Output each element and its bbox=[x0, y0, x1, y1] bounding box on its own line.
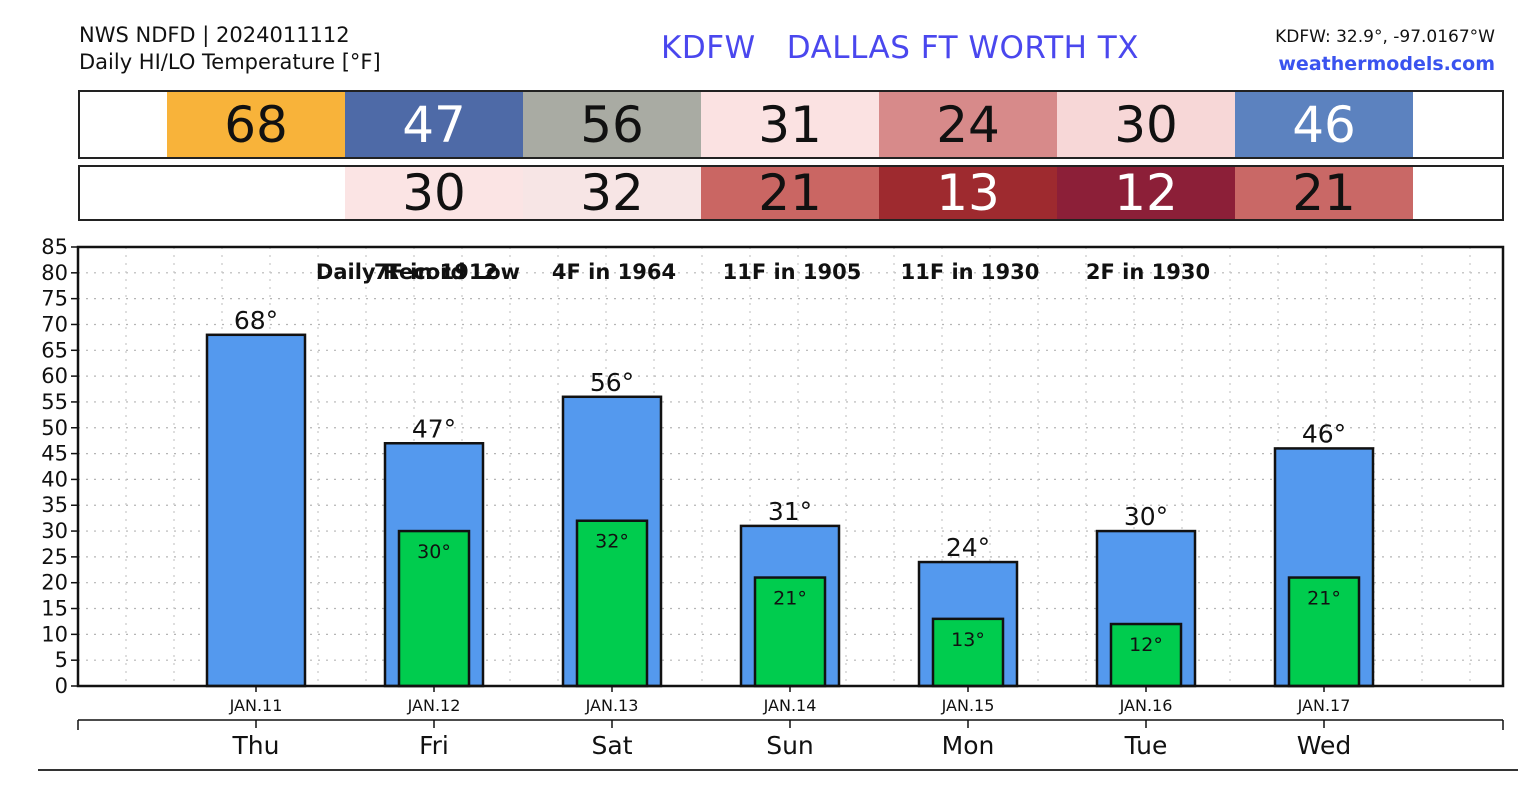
date-label: JAN.11 bbox=[229, 696, 283, 715]
low-bar bbox=[575, 519, 649, 688]
y-tick-label: 30 bbox=[41, 519, 68, 543]
low-bar-label: 21° bbox=[773, 588, 807, 610]
record-low-value: 4F in 1964 bbox=[552, 260, 676, 284]
hi_strip-cell: 68 bbox=[167, 92, 345, 157]
y-tick-label: 50 bbox=[41, 416, 68, 440]
y-tick-label: 75 bbox=[41, 287, 68, 311]
hi_strip-cell: 30 bbox=[1057, 92, 1235, 157]
y-tick-label: 10 bbox=[41, 622, 68, 646]
high-bar-label: 31° bbox=[768, 497, 812, 526]
high-bar-label: 24° bbox=[946, 533, 990, 562]
y-tick-label: 40 bbox=[41, 467, 68, 491]
low-bar-label: 32° bbox=[595, 531, 629, 553]
weekday-label: Tue bbox=[1124, 731, 1168, 760]
high-bar-label: 30° bbox=[1124, 502, 1168, 531]
low-temperature-strip: 30 32 21 13 12 21 bbox=[78, 165, 1504, 221]
lo_strip-cell: 21 bbox=[701, 167, 879, 220]
y-tick-label: 70 bbox=[41, 312, 68, 336]
y-tick-label: 45 bbox=[41, 442, 68, 466]
record-low-value: 2F in 1930 bbox=[1086, 260, 1210, 284]
y-tick-label: 20 bbox=[41, 571, 68, 595]
date-label: JAN.16 bbox=[1119, 696, 1173, 715]
record-low-value: 11F in 1905 bbox=[723, 260, 862, 284]
y-tick-label: 80 bbox=[41, 261, 68, 285]
low-bar bbox=[397, 529, 471, 688]
weekday-label: Fri bbox=[419, 731, 449, 760]
y-tick-label: 15 bbox=[41, 597, 68, 621]
low-bar-label: 13° bbox=[951, 629, 985, 651]
weekday-label: Mon bbox=[942, 731, 995, 760]
hi_strip-cell: 46 bbox=[1235, 92, 1413, 157]
weekday-label: Thu bbox=[232, 731, 280, 760]
source-line: NWS NDFD | 2024011112 bbox=[79, 23, 350, 47]
date-label: JAN.12 bbox=[407, 696, 461, 715]
header-right: KDFW: 32.9°, -97.0167°W weathermodels.co… bbox=[1275, 24, 1495, 78]
y-tick-label: 85 bbox=[41, 235, 68, 259]
date-label: JAN.15 bbox=[941, 696, 995, 715]
product-line: Daily HI/LO Temperature [°F] bbox=[79, 50, 381, 74]
date-label: JAN.13 bbox=[585, 696, 639, 715]
y-tick-label: 5 bbox=[55, 648, 68, 672]
lo_strip-cell: 30 bbox=[345, 167, 523, 220]
hi_strip-cell: 56 bbox=[523, 92, 701, 157]
hi_strip-cell: 24 bbox=[879, 92, 1057, 157]
high-bar bbox=[205, 333, 307, 688]
high-bar-label: 68° bbox=[234, 306, 278, 335]
y-tick-label: 0 bbox=[55, 674, 68, 698]
low-bar-label: 12° bbox=[1129, 634, 1163, 656]
site-link[interactable]: weathermodels.com bbox=[1278, 53, 1495, 75]
lo_strip-cell: 32 bbox=[523, 167, 701, 220]
date-label: JAN.17 bbox=[1297, 696, 1351, 715]
low-bar-label: 21° bbox=[1307, 588, 1341, 610]
high-bar-label: 47° bbox=[412, 414, 456, 443]
high-bar-label: 46° bbox=[1302, 419, 1346, 448]
y-tick-label: 65 bbox=[41, 338, 68, 362]
station-coords: KDFW: 32.9°, -97.0167°W bbox=[1275, 27, 1495, 47]
record-low-title: Daily Record Low bbox=[316, 260, 520, 284]
lo_strip-cell: 13 bbox=[879, 167, 1057, 220]
high-temperature-strip: 68 47 56 31 24 30 46 bbox=[78, 90, 1504, 159]
header-left: NWS NDFD | 2024011112 Daily HI/LO Temper… bbox=[79, 22, 381, 76]
lo_strip-cell: 21 bbox=[1235, 167, 1413, 220]
y-tick-label: 60 bbox=[41, 364, 68, 388]
date-label: JAN.14 bbox=[763, 696, 817, 715]
frame-divider bbox=[38, 769, 1518, 771]
station-title: KDFW DALLAS FT WORTH TX bbox=[661, 30, 1139, 66]
weekday-label: Wed bbox=[1297, 731, 1352, 760]
low-bar bbox=[1287, 576, 1361, 688]
y-tick-label: 55 bbox=[41, 390, 68, 414]
high-bar-label: 56° bbox=[590, 368, 634, 397]
y-tick-label: 25 bbox=[41, 545, 68, 569]
hi_strip-cell: 47 bbox=[345, 92, 523, 157]
lo_strip-cell bbox=[167, 167, 345, 219]
low-bar-label: 30° bbox=[417, 541, 451, 563]
low-bar bbox=[931, 617, 1005, 688]
hi_strip-cell: 31 bbox=[701, 92, 879, 157]
record-low-value: 7F in 1912 bbox=[374, 260, 498, 284]
lo_strip-cell: 12 bbox=[1057, 167, 1235, 220]
weekday-label: Sat bbox=[592, 731, 633, 760]
record-low-value: 11F in 1930 bbox=[901, 260, 1040, 284]
y-tick-label: 35 bbox=[41, 493, 68, 517]
weekday-label: Sun bbox=[766, 731, 814, 760]
